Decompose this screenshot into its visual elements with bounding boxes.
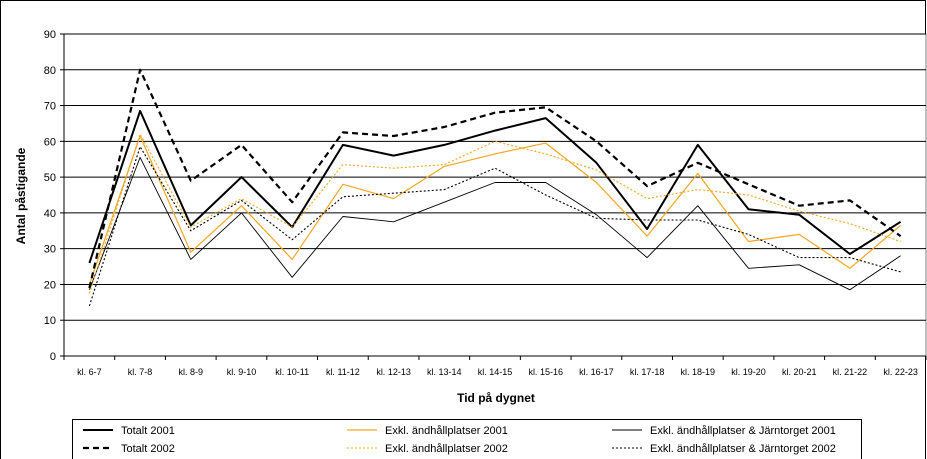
legend-label-1: Totalt 2001: [121, 425, 175, 437]
y-tick-label: 60: [44, 136, 56, 148]
series-lines: [88, 68, 902, 307]
series-line-6: [88, 146, 901, 307]
y-tick-label: 50: [44, 172, 56, 184]
plot-background: [63, 33, 927, 357]
legend: Totalt 2001 Exkl. ändhållplatser 2001 Exkl…: [72, 419, 862, 459]
legend-label-5: Exkl. ändhållplatser 2002: [385, 443, 508, 455]
x-tick-label: kl. 19-20: [731, 367, 766, 377]
legend-label-2: Exkl. ändhållplatser 2001: [385, 425, 508, 437]
y-tick-label: 80: [44, 65, 56, 77]
x-tick-label: kl. 11-12: [326, 367, 360, 377]
y-tick-label: 40: [44, 208, 56, 220]
x-tick-label: kl. 14-15: [478, 367, 513, 377]
x-tick-label: kl. 16-17: [579, 367, 614, 377]
series-line-3: [88, 156, 901, 291]
x-tick-label: kl. 7-8: [128, 367, 153, 377]
y-tick-label: 20: [44, 279, 56, 291]
x-tick-label: kl. 15-16: [528, 367, 563, 377]
x-tick-label: kl. 18-19: [681, 367, 716, 377]
y-axis-ticks: 0 10 20 30 40 50 60 70 80 90: [44, 29, 64, 363]
x-tick-label: kl. 8-9: [179, 367, 204, 377]
x-tick-label: kl. 22-23: [883, 367, 918, 377]
x-tick-label: kl. 12-13: [376, 367, 411, 377]
x-tick-label: kl. 10-11: [275, 367, 309, 377]
legend-label-6: Exkl. ändhållplatser & Järntorget 2002: [650, 443, 836, 455]
plot-area: [63, 33, 927, 357]
y-tick-label: 70: [44, 101, 56, 113]
x-tick-label: kl. 20-21: [782, 367, 817, 377]
y-tick-label: 90: [44, 29, 56, 41]
legend-box: [72, 419, 862, 459]
series-line-1: [88, 109, 902, 264]
series-line-2: [88, 135, 901, 285]
x-axis-label: Tid på dygnet: [457, 391, 535, 405]
x-tick-label: kl. 9-10: [227, 367, 257, 377]
legend-label-3: Exkl. ändhållplatser & Järntorget 2001: [650, 425, 836, 437]
x-axis-ticks: kl. 6-7 kl. 7-8 kl. 8-9 kl. 9-10 kl. 10-11 kl…: [63, 34, 927, 377]
x-tick-label: kl. 6-7: [77, 367, 102, 377]
series-line-4: [88, 68, 902, 289]
x-tick-label: kl. 21-22: [833, 367, 868, 377]
y-tick-label: 30: [44, 244, 56, 256]
x-tick-label: kl. 17-18: [630, 367, 665, 377]
y-tick-label: 0: [50, 351, 56, 363]
y-axis-label: Antal påstigande: [14, 147, 28, 244]
y-tick-label: 10: [44, 315, 56, 327]
x-tick-label: kl. 13-14: [427, 367, 462, 377]
legend-label-4: Totalt 2002: [121, 443, 175, 455]
